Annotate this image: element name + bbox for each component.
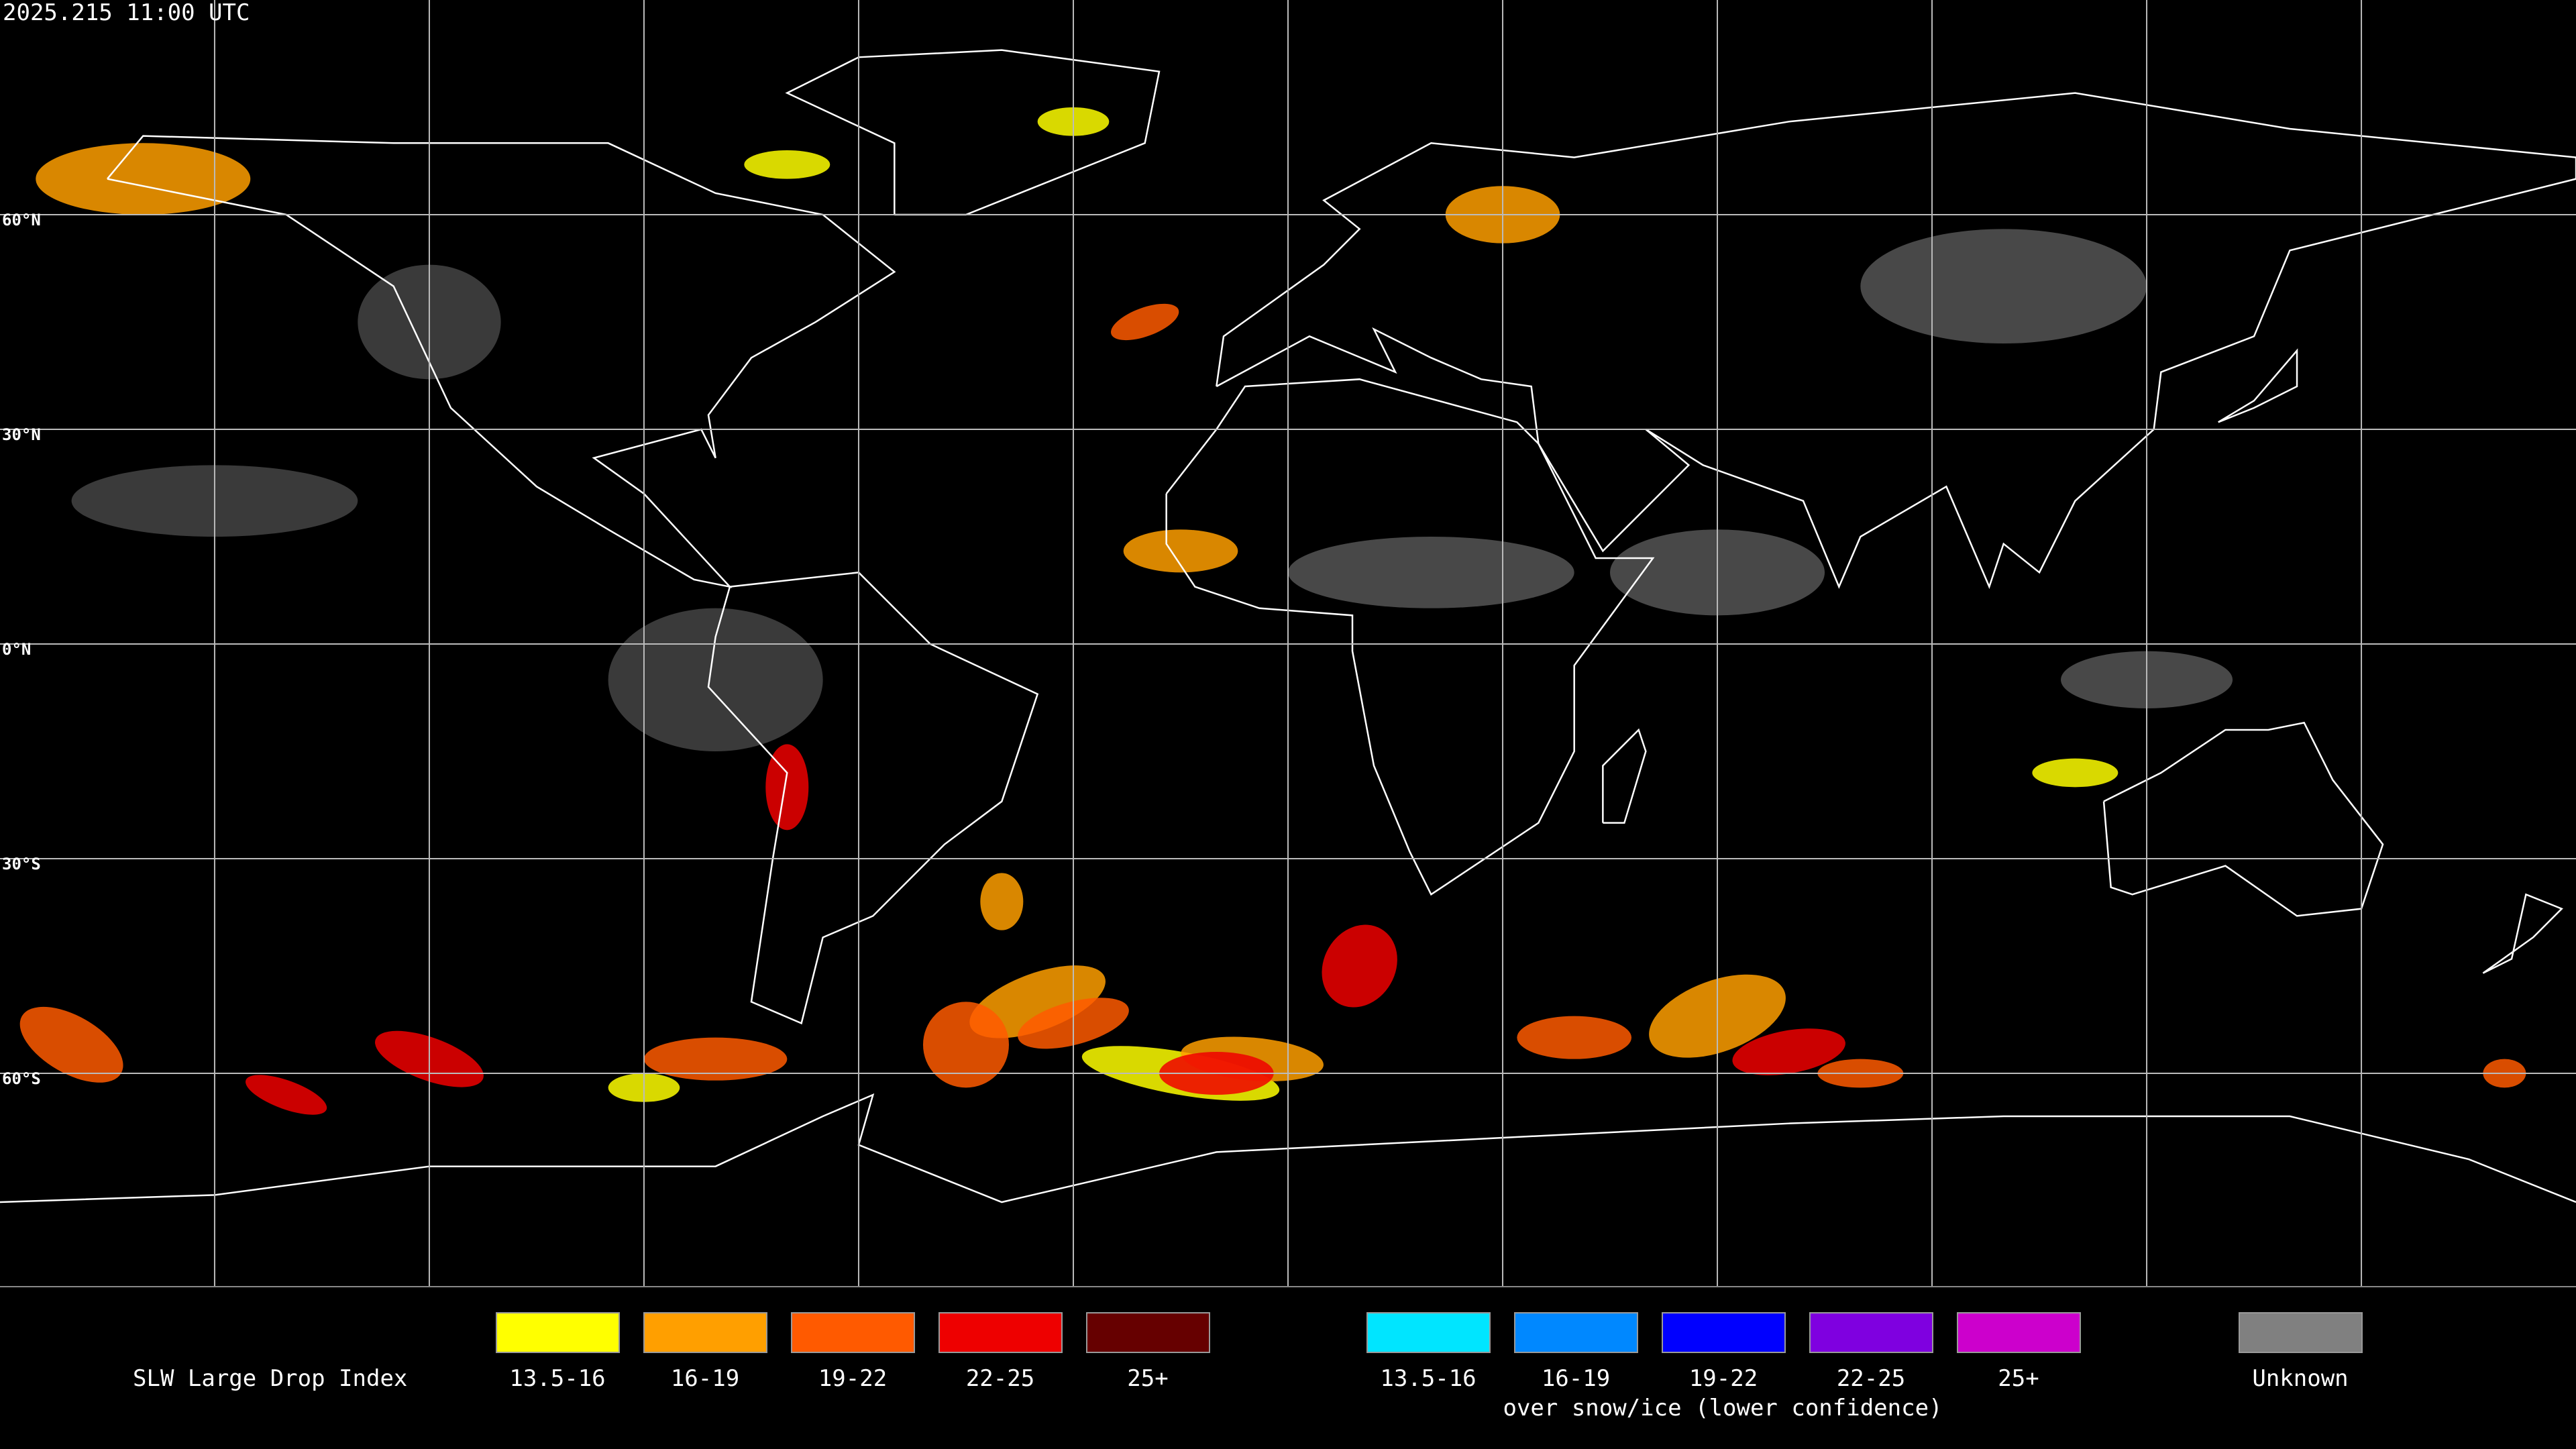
legend-swatch: [1514, 1312, 1638, 1353]
legend-caption: over snow/ice (lower confidence): [1503, 1395, 1942, 1421]
legend-swatch: [1662, 1312, 1786, 1353]
weather-patch: [1322, 924, 1397, 1008]
latitude-label: 30°N: [2, 425, 41, 444]
legend-label: 22-25: [966, 1365, 1034, 1392]
legend-swatch: [1366, 1312, 1491, 1353]
weather-patch: [1732, 1028, 1845, 1075]
weather-patch: [969, 965, 1106, 1038]
coastline: [2218, 348, 2298, 423]
latitude-label: 0°N: [2, 640, 31, 659]
legend-swatch: [1086, 1312, 1210, 1353]
coastline: [0, 1093, 2576, 1203]
legend: SLW Large Drop Index over snow/ice (lowe…: [133, 1312, 2363, 1421]
legend-swatch: [2239, 1312, 2363, 1353]
legend-label: 22-25: [1837, 1365, 1905, 1392]
weather-patch: [980, 873, 1024, 930]
legend-label: 13.5-16: [509, 1365, 605, 1392]
latitude-label: 30°S: [2, 855, 41, 873]
weather-patch: [643, 1037, 788, 1081]
legend-label: 25+: [1998, 1365, 2039, 1392]
weather-patch: [1288, 536, 1574, 608]
legend-swatch: [1809, 1312, 1933, 1353]
legend-swatch: [496, 1312, 620, 1353]
weather-patch: [608, 608, 823, 752]
legend-label: 25+: [1127, 1365, 1168, 1392]
legend-label: 19-22: [818, 1365, 887, 1392]
legend-label: 19-22: [1689, 1365, 1758, 1392]
weather-patch: [1860, 229, 2147, 343]
legend-swatch: [938, 1312, 1063, 1353]
latitude-label: 60°N: [2, 211, 41, 229]
latitude-labels: 60°N 30°N 0°N 30°S 60°S: [2, 211, 41, 1088]
coastline: [707, 572, 1039, 1025]
legend-swatch: [1957, 1312, 2081, 1353]
legend-title: SLW Large Drop Index: [133, 1365, 407, 1392]
coastline: [2102, 721, 2384, 917]
weather-patch: [19, 1006, 123, 1083]
weather-patch: [765, 744, 809, 830]
timestamp: 2025.215 11:00 UTC: [3, 0, 250, 26]
legend-label: 16-19: [1542, 1365, 1610, 1392]
weather-patch: [246, 1075, 327, 1115]
weather-patch: [1111, 303, 1179, 341]
legend-label: Unknown: [2252, 1365, 2348, 1392]
weather-patch: [1123, 529, 1238, 573]
latitude-label: 60°S: [2, 1069, 41, 1088]
weather-patch: [744, 150, 830, 179]
weather-patch: [922, 1002, 1009, 1088]
coastline: [2482, 893, 2563, 974]
weather-patch: [2032, 758, 2118, 788]
legend-label: 16-19: [671, 1365, 739, 1392]
coastline: [106, 135, 896, 588]
coastline: [1602, 728, 1647, 824]
graticule: [0, 0, 2576, 1287]
legend-label: 13.5-16: [1380, 1365, 1476, 1392]
weather-patch: [36, 143, 251, 215]
coastline: [1165, 378, 1655, 896]
weather-patch: [1517, 1016, 1632, 1059]
legend-swatch: [791, 1312, 915, 1353]
coastline: [1216, 92, 2576, 590]
legend-swatch: [643, 1312, 767, 1353]
